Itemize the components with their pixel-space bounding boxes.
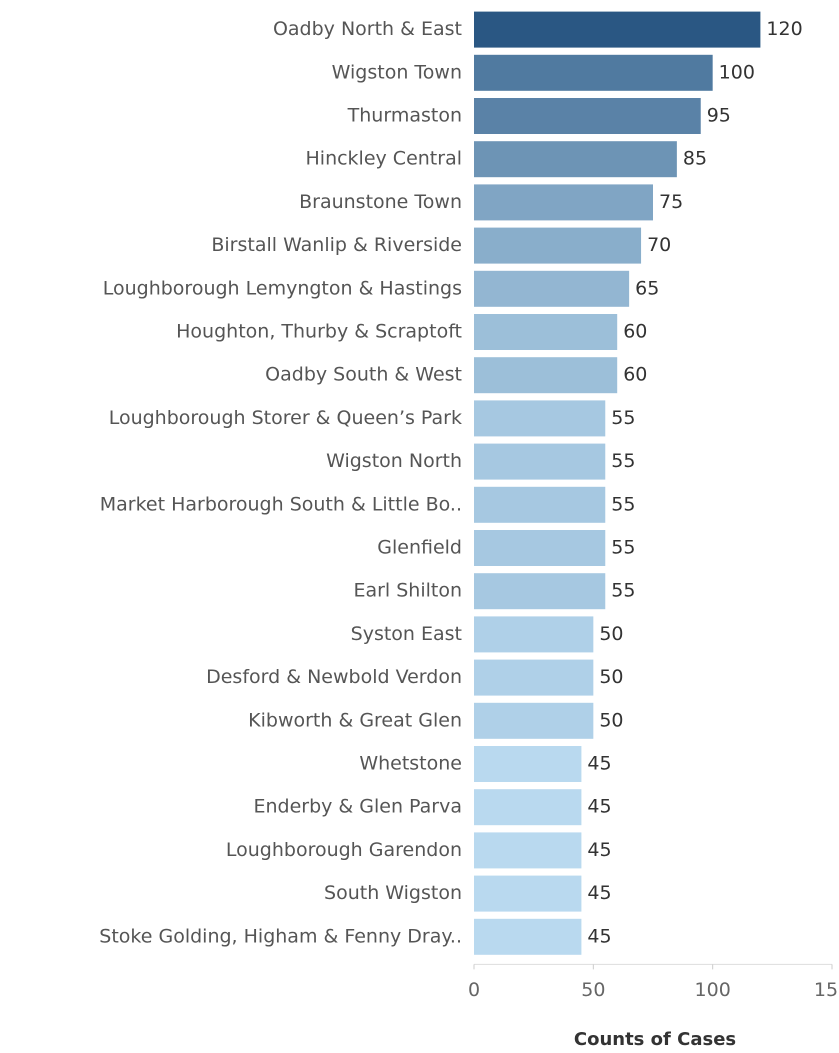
value-label: 50 [599, 709, 623, 731]
x-tick-label: 50 [581, 979, 605, 1001]
category-label: Kibworth & Great Glen [248, 709, 462, 731]
category-label: Whetstone [359, 753, 462, 775]
bar [474, 357, 618, 394]
category-label: Glenfield [377, 537, 462, 559]
category-label: Birstall Wanlip & Riverside [211, 234, 462, 256]
value-label: 55 [611, 580, 635, 602]
bar [474, 11, 761, 48]
value-label: 60 [623, 321, 647, 343]
value-label: 70 [647, 234, 671, 256]
bar [474, 54, 713, 91]
value-label: 45 [587, 796, 611, 818]
category-label: Houghton, Thurby & Scraptoft [176, 321, 462, 343]
bar [474, 400, 606, 437]
value-label: 45 [587, 839, 611, 861]
bar [474, 227, 642, 264]
value-label: 45 [587, 925, 611, 947]
category-label: Desford & Newbold Verdon [206, 666, 462, 688]
value-label: 50 [599, 623, 623, 645]
x-tick-label: 100 [695, 979, 731, 1001]
category-label: Oadby North & East [273, 18, 462, 40]
category-label: Braunstone Town [299, 191, 462, 213]
value-label: 55 [611, 450, 635, 472]
bar [474, 184, 653, 221]
x-axis-title: Counts of Cases [574, 1029, 736, 1050]
bar [474, 98, 701, 134]
value-label: 50 [599, 666, 623, 688]
bar [474, 702, 594, 739]
value-label: 45 [587, 882, 611, 904]
bar [474, 789, 582, 826]
value-label: 55 [611, 537, 635, 559]
value-label: 95 [707, 105, 731, 127]
bar [474, 875, 582, 912]
category-label: Syston East [351, 623, 462, 645]
category-label: Wigston Town [332, 61, 462, 83]
bar [474, 616, 594, 653]
bar [474, 314, 618, 350]
bar [474, 746, 582, 782]
bar [474, 270, 630, 307]
value-label: 60 [623, 364, 647, 386]
bar [474, 659, 594, 696]
category-label: South Wigston [324, 882, 462, 904]
category-label: Loughborough Lemyngton & Hastings [103, 277, 462, 299]
bar [474, 832, 582, 869]
x-tick-label: 150 [814, 979, 839, 1001]
category-label: Enderby & Glen Parva [253, 796, 462, 818]
bar [474, 530, 606, 566]
bar [474, 918, 582, 955]
category-label: Thurmaston [347, 105, 462, 127]
category-label: Loughborough Storer & Queen’s Park [109, 407, 462, 429]
value-label: 75 [659, 191, 683, 213]
bar [474, 443, 606, 480]
value-label: 55 [611, 407, 635, 429]
bar [474, 573, 606, 610]
category-label: Oadby South & West [265, 364, 462, 386]
category-label: Wigston North [326, 450, 462, 472]
category-label: Hinckley Central [306, 148, 463, 170]
value-label: 45 [587, 753, 611, 775]
value-label: 55 [611, 493, 635, 515]
value-label: 85 [683, 148, 707, 170]
category-label: Market Harborough South & Little Bo.. [100, 493, 462, 515]
category-label: Loughborough Garendon [226, 839, 462, 861]
value-label: 100 [719, 61, 755, 83]
category-label: Stoke Golding, Higham & Fenny Dray.. [99, 925, 462, 947]
value-label: 65 [635, 277, 659, 299]
category-label: Earl Shilton [353, 580, 462, 602]
x-tick-label: 0 [468, 979, 480, 1001]
value-label: 120 [766, 18, 802, 40]
bar [474, 486, 606, 523]
bar [474, 141, 677, 178]
